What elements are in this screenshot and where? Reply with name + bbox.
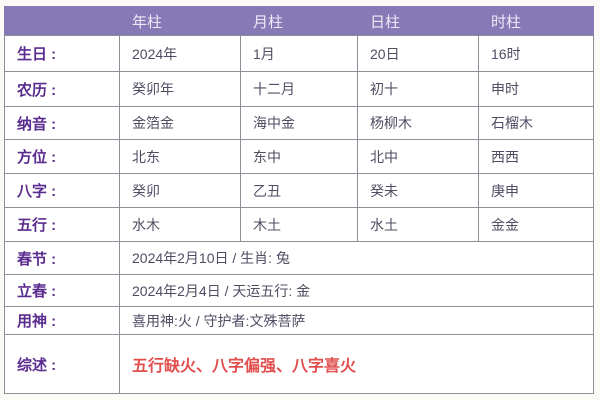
yongshen-value: 喜用神:火 / 守护者:文殊菩萨 [119,306,594,335]
row-label-direction: 方位 : [4,139,120,174]
birthday-day: 20日 [357,35,479,72]
birthday-year: 2024年 [119,35,241,72]
wuxing-day: 水土 [357,207,479,242]
row-summary: 综述 : 五行缺火、八字偏强、八字喜火 [4,334,594,394]
row-direction: 方位 : 北东 东中 北中 西西 [4,139,594,174]
direction-hour: 西西 [478,139,594,174]
nayin-year: 金箔金 [119,106,241,140]
header-row: 年柱 月柱 日柱 时柱 [4,6,594,36]
row-label-lunar: 农历 : [4,71,120,107]
summary-value: 五行缺火、八字偏强、八字喜火 [119,334,594,394]
header-month-pillar: 月柱 [240,6,358,36]
wuxing-year: 水木 [119,207,241,242]
row-label-birthday: 生日 : [4,35,120,72]
nayin-hour: 石榴木 [478,106,594,140]
row-label-bazi: 八字 : [4,173,120,208]
lunar-year: 癸卯年 [119,71,241,107]
direction-month: 东中 [240,139,358,174]
wuxing-hour: 金金 [478,207,594,242]
row-lunar: 农历 : 癸卯年 十二月 初十 申时 [4,71,594,107]
row-label-summary: 综述 : [4,334,120,394]
row-lichun: 立春 : 2024年2月4日 / 天运五行: 金 [4,274,594,307]
nayin-month: 海中金 [240,106,358,140]
spring-festival-value: 2024年2月10日 / 生肖: 兔 [119,241,594,275]
row-label-yongshen: 用神 : [4,306,120,335]
lunar-month: 十二月 [240,71,358,107]
row-label-wuxing: 五行 : [4,207,120,242]
header-day-pillar: 日柱 [357,6,479,36]
row-label-spring-festival: 春节 : [4,241,120,275]
header-corner-cell [4,6,120,36]
row-birthday: 生日 : 2024年 1月 20日 16时 [4,35,594,72]
direction-year: 北东 [119,139,241,174]
row-label-lichun: 立春 : [4,274,120,307]
bazi-table: 年柱 月柱 日柱 时柱 生日 : 2024年 1月 20日 16时 农历 : 癸… [4,6,594,394]
lunar-day: 初十 [357,71,479,107]
row-label-nayin: 纳音 : [4,106,120,140]
row-yongshen: 用神 : 喜用神:火 / 守护者:文殊菩萨 [4,306,594,335]
direction-day: 北中 [357,139,479,174]
row-spring-festival: 春节 : 2024年2月10日 / 生肖: 兔 [4,241,594,275]
row-bazi: 八字 : 癸卯 乙丑 癸未 庚申 [4,173,594,208]
bazi-hour: 庚申 [478,173,594,208]
bazi-month: 乙丑 [240,173,358,208]
bazi-day: 癸未 [357,173,479,208]
birthday-month: 1月 [240,35,358,72]
wuxing-month: 木土 [240,207,358,242]
nayin-day: 杨柳木 [357,106,479,140]
bazi-year: 癸卯 [119,173,241,208]
row-wuxing: 五行 : 水木 木土 水土 金金 [4,207,594,242]
lunar-hour: 申时 [478,71,594,107]
birthday-hour: 16时 [478,35,594,72]
header-year-pillar: 年柱 [119,6,241,36]
lichun-value: 2024年2月4日 / 天运五行: 金 [119,274,594,307]
header-hour-pillar: 时柱 [478,6,594,36]
row-nayin: 纳音 : 金箔金 海中金 杨柳木 石榴木 [4,106,594,140]
